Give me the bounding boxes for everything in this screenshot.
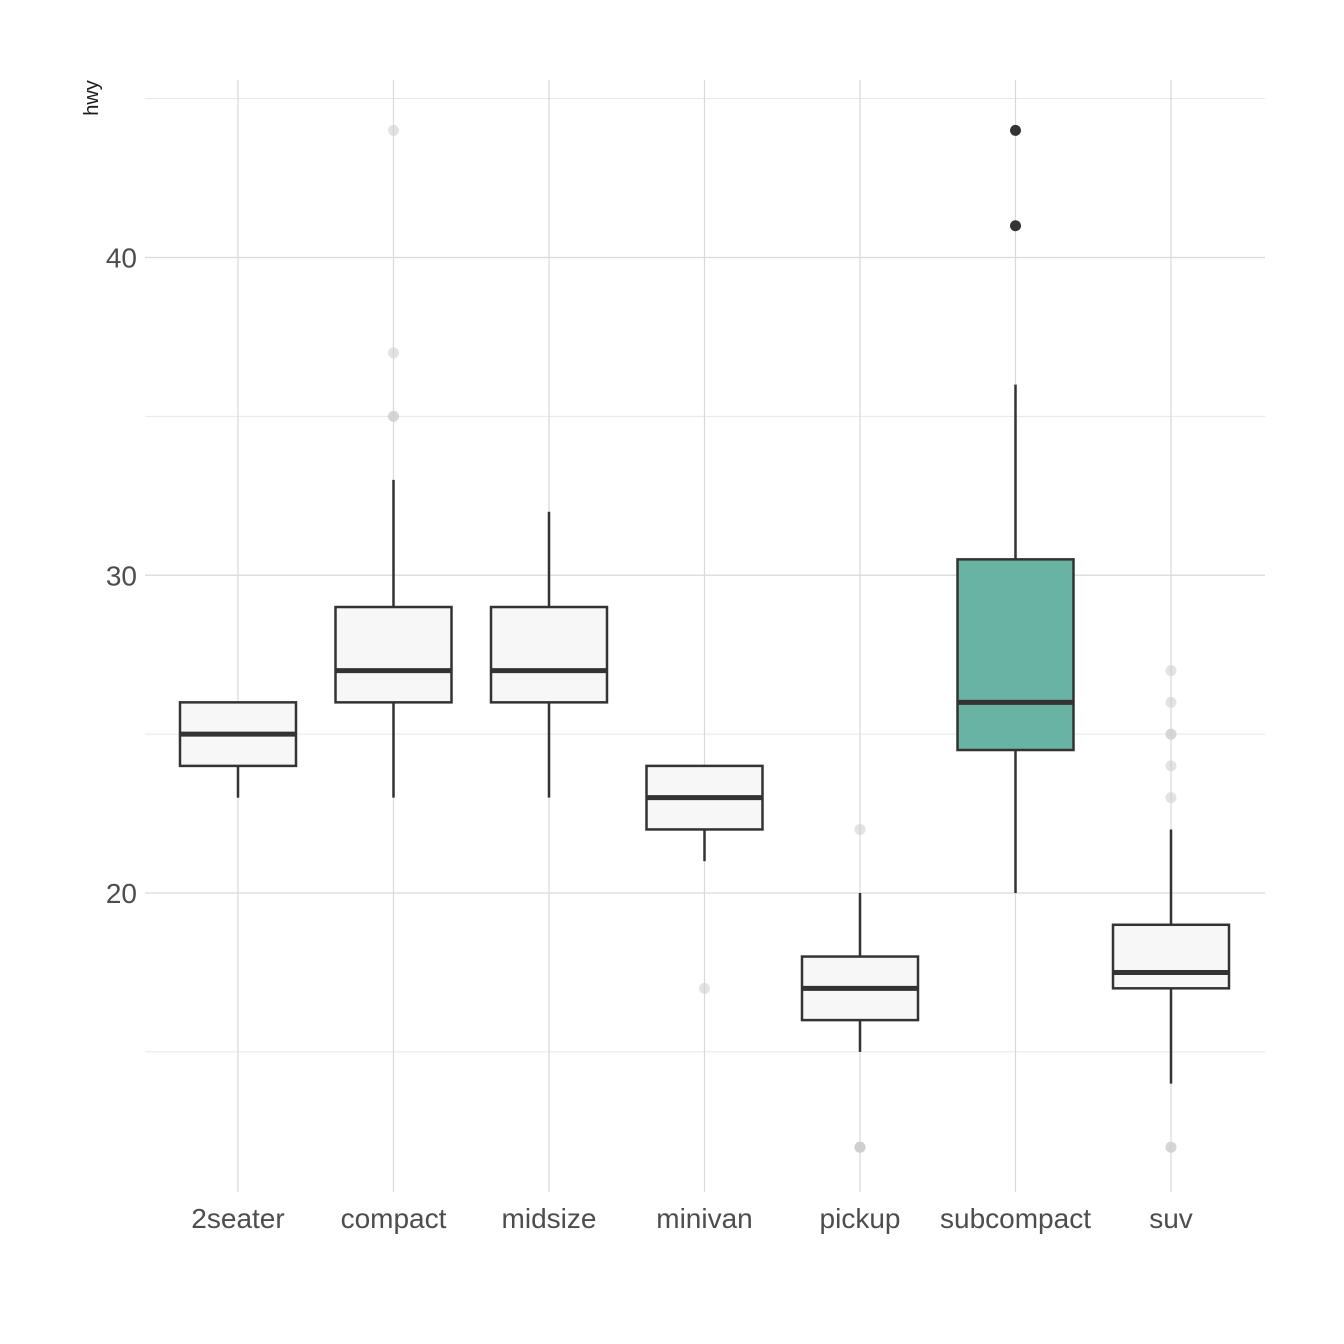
x-tick-label: minivan [656,1203,752,1234]
x-tick-label: 2seater [191,1203,284,1234]
box-suv [1111,665,1231,1153]
box-pickup [800,823,920,1153]
box-iqr [489,605,609,704]
outlier-point [1010,124,1021,136]
x-axis: 2seater compact midsize minivan pickup subcom… [191,1203,1192,1234]
outlier-point [854,823,866,835]
outlier-point [1165,696,1177,708]
y-axis-title: hwy [81,80,103,116]
box-compact [334,124,453,798]
box-minivan [645,764,764,994]
box-subcompact [956,124,1075,893]
outlier-point [1165,728,1177,740]
outlier-point [388,124,399,136]
y-axis: 20 30 40 [106,243,137,910]
y-tick-label: 20 [106,878,137,909]
y-tick-label: 30 [106,560,137,591]
outlier-point [1010,220,1021,232]
outlier-point [388,347,399,359]
boxes [178,124,1231,1153]
outlier-point [1165,665,1177,677]
box-2seater [178,701,298,798]
x-tick-label: compact [341,1203,447,1234]
x-tick-label: midsize [502,1203,597,1234]
box-midsize [489,511,609,798]
gridlines [145,80,1265,1192]
box-iqr [1111,923,1231,990]
outlier-point [699,982,710,994]
outlier-point [1165,760,1177,772]
outlier-point [854,1141,866,1153]
x-tick-label: pickup [820,1203,901,1234]
x-tick-label: subcompact [940,1203,1091,1234]
outlier-point [1165,1141,1177,1153]
box-iqr [334,605,453,704]
x-tick-label: suv [1149,1203,1193,1234]
outlier-point [1165,792,1177,804]
outlier-point [388,410,399,422]
y-tick-label: 40 [106,243,137,274]
box-iqr [956,558,1075,752]
